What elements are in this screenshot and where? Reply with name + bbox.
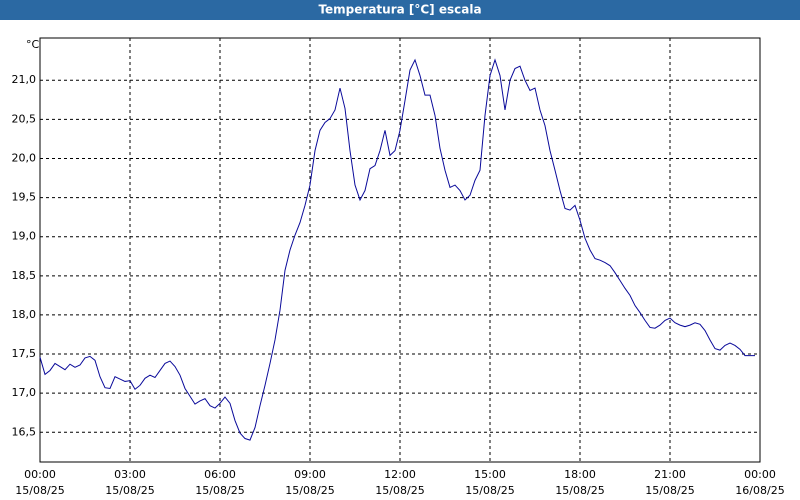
x-tick-date: 15/08/25 [555,484,604,497]
title-bar [0,0,800,20]
x-tick-label: 00:00 [24,468,56,481]
x-tick-label: 12:00 [384,468,416,481]
chart-title: Temperatura [°C] escala [318,3,481,17]
x-tick-label: 00:00 [744,468,776,481]
x-tick-label: 03:00 [114,468,146,481]
x-tick-date: 15/08/25 [105,484,154,497]
x-tick-label: 18:00 [564,468,596,481]
y-tick-label: 18,0 [12,308,37,321]
y-tick-label: 17,5 [12,347,37,360]
y-tick-label: 18,5 [12,269,37,282]
x-tick-label: 21:00 [654,468,686,481]
y-tick-label: 19,5 [12,191,37,204]
y-tick-label: 20,5 [12,112,37,125]
x-tick-label: 09:00 [294,468,326,481]
x-tick-date: 15/08/25 [375,484,424,497]
x-tick-date: 15/08/25 [645,484,694,497]
x-tick-date: 15/08/25 [195,484,244,497]
y-tick-label: 16,5 [12,425,37,438]
x-tick-label: 06:00 [204,468,236,481]
x-tick-date: 16/08/25 [735,484,784,497]
y-tick-label: 17,0 [12,386,37,399]
x-tick-label: 15:00 [474,468,506,481]
x-tick-date: 15/08/25 [15,484,64,497]
y-tick-label: 21,0 [12,73,37,86]
y-tick-label: 19,0 [12,230,37,243]
x-tick-date: 15/08/25 [465,484,514,497]
y-unit: °C [26,38,40,51]
data-line [39,58,755,441]
y-tick-label: 20,0 [12,151,37,164]
x-tick-date: 15/08/25 [285,484,334,497]
